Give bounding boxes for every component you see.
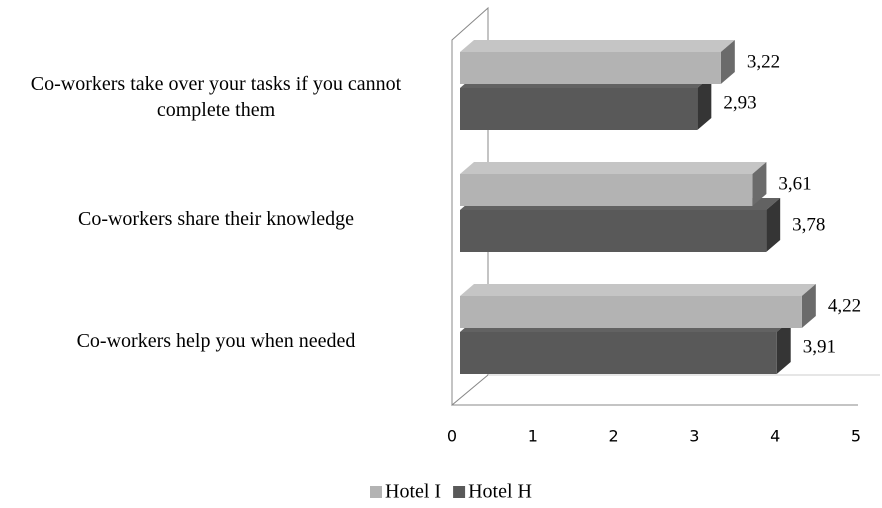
category-label: Co-workers share their knowledge: [77, 208, 355, 230]
bar-front: [460, 332, 777, 374]
value-label: 3,78: [792, 214, 825, 235]
x-tick-label: 4: [770, 427, 780, 446]
bar-front: [460, 52, 721, 84]
bar-side: [697, 76, 712, 130]
value-label: 3,61: [778, 173, 811, 194]
value-label: 4,22: [828, 295, 861, 316]
legend-swatch: [370, 486, 382, 498]
bar: [460, 198, 781, 252]
bar-front: [460, 88, 698, 130]
bar-side: [766, 198, 781, 252]
value-label: 3,22: [747, 51, 780, 72]
legend-label: Hotel H: [468, 481, 532, 503]
bar: [460, 162, 767, 206]
bar-side: [801, 284, 816, 328]
x-tick-label: 5: [851, 427, 861, 446]
bar-top: [460, 162, 767, 174]
bar-side: [752, 162, 767, 206]
x-tick-label: 1: [528, 427, 538, 446]
x-tick-label: 3: [689, 427, 699, 446]
value-label: 2,93: [723, 92, 756, 113]
bar-side: [720, 40, 735, 84]
x-tick-label: 2: [609, 427, 619, 446]
bar-front: [460, 296, 802, 328]
bar-top: [460, 284, 816, 296]
bar-front: [460, 174, 753, 206]
category-label: Co-workers take over your tasks if you c…: [30, 73, 402, 121]
bar: [460, 76, 712, 130]
bar-top: [460, 40, 735, 52]
bar-front: [460, 210, 767, 252]
category-label: Co-workers help you when needed: [76, 330, 356, 352]
bar: [460, 284, 816, 328]
legend-label: Hotel I: [385, 481, 441, 503]
value-label: 3,91: [803, 336, 836, 357]
legend-swatch: [453, 486, 466, 498]
bar-side: [776, 320, 791, 374]
bar: [460, 40, 735, 84]
bar: [460, 320, 791, 374]
x-tick-label: 0: [447, 427, 457, 446]
